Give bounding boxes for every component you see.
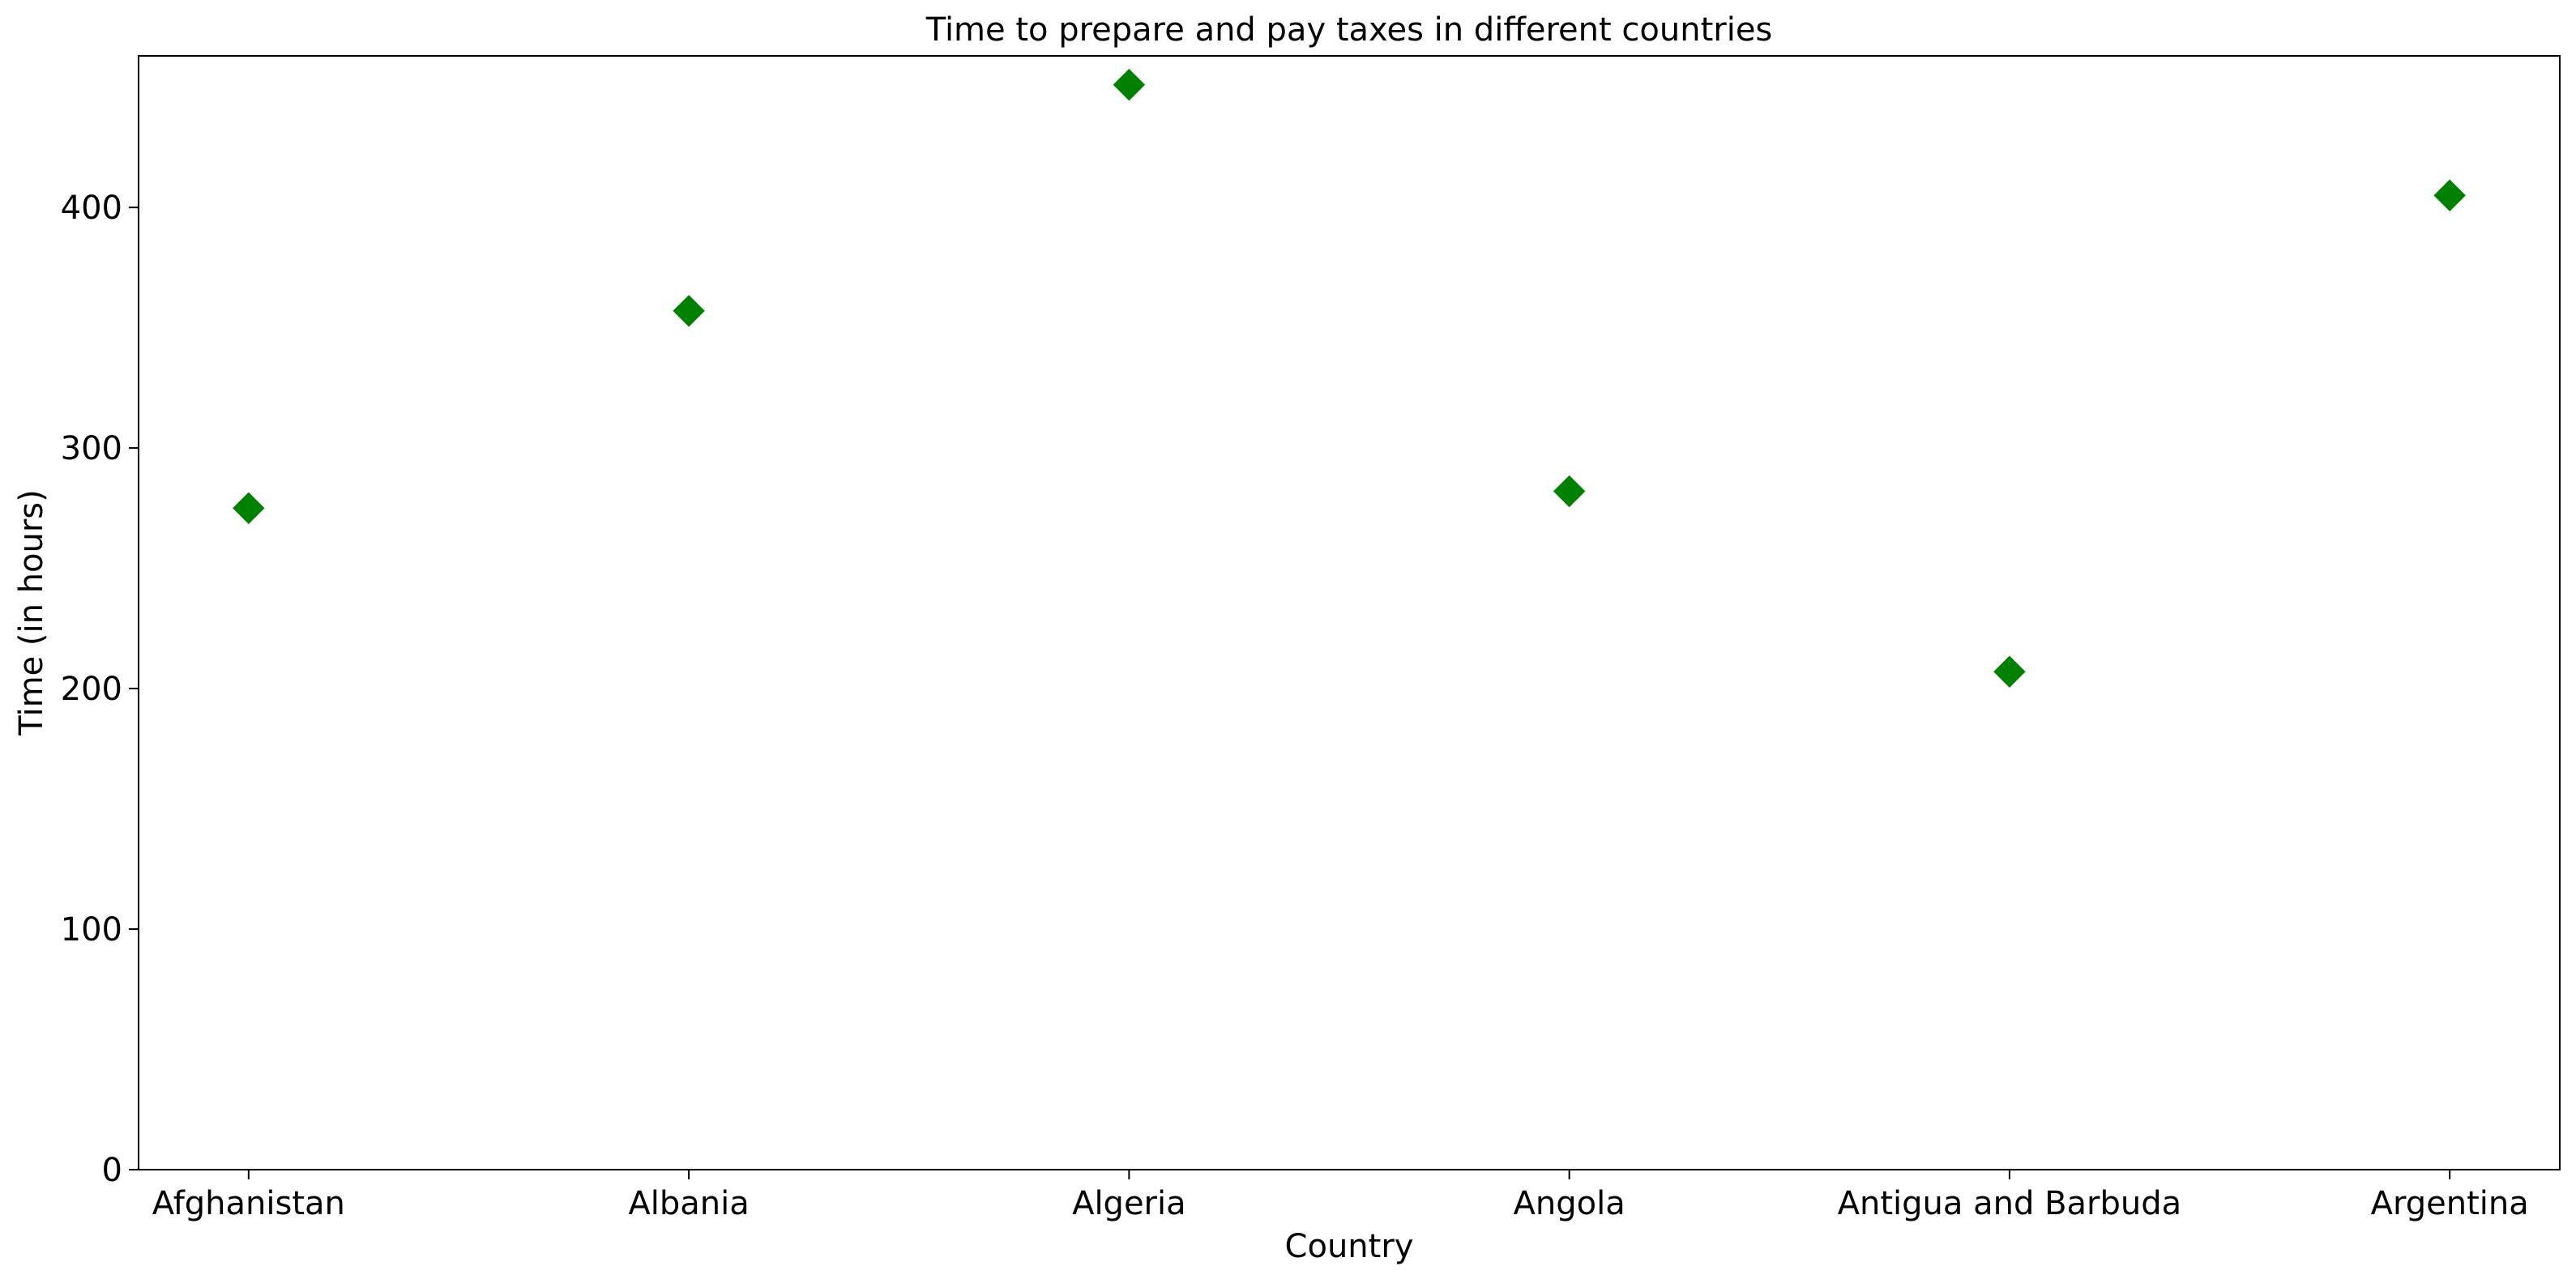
y-axis-ticks: 0 100 200 300 400 xyxy=(61,190,139,1189)
x-tick-label-angola: Angola xyxy=(1514,1185,1625,1222)
x-tick-label-algeria: Algeria xyxy=(1072,1185,1186,1222)
y-tick-label-0: 0 xyxy=(102,1152,122,1189)
data-point-algeria xyxy=(1113,68,1146,101)
y-tick-label-400: 400 xyxy=(61,190,122,227)
chart-title: Time to prepare and pay taxes in differe… xyxy=(925,11,1773,49)
data-point-argentina xyxy=(2433,179,2466,211)
data-point-afghanistan xyxy=(233,492,265,525)
data-point-angola xyxy=(1553,475,1586,508)
x-tick-label-albania: Albania xyxy=(628,1185,749,1222)
x-axis-ticks: Afghanistan Albania Algeria Angola Antigua a… xyxy=(152,1170,2529,1222)
x-tick-label-antigua-and-barbuda: Antigua and Barbuda xyxy=(1838,1185,2182,1222)
marks-layer xyxy=(233,68,2466,688)
data-point-antigua-and-barbuda xyxy=(1993,655,2026,688)
y-tick-label-300: 300 xyxy=(61,430,122,467)
data-point-albania xyxy=(673,295,705,327)
y-tick-label-100: 100 xyxy=(61,911,122,949)
y-tick-label-200: 200 xyxy=(61,671,122,708)
plot-frame xyxy=(138,55,2561,1170)
x-tick-label-argentina: Argentina xyxy=(2371,1185,2529,1222)
x-tick-label-afghanistan: Afghanistan xyxy=(152,1185,345,1222)
y-axis-label: Time (in hours) xyxy=(13,489,50,735)
x-axis-label: Country xyxy=(1285,1228,1414,1265)
